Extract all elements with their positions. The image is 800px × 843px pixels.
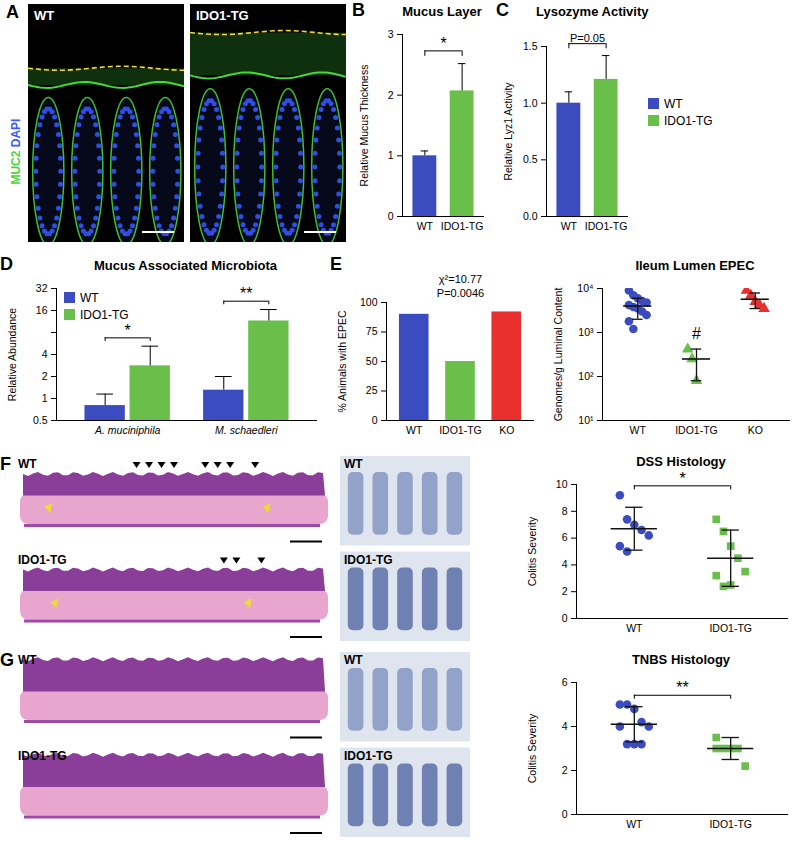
svg-text:6: 6 (562, 531, 568, 543)
svg-text:WT: WT (626, 818, 643, 830)
svg-text:32: 32 (36, 282, 48, 294)
svg-text:Colitis Severity: Colitis Severity (526, 516, 538, 586)
svg-text:3: 3 (388, 28, 394, 40)
svg-text:IDO1-TG: IDO1-TG (439, 424, 482, 436)
html-text:F: F (0, 454, 11, 474)
svg-text:0.0: 0.0 (523, 210, 538, 222)
svg-text:P=0.05: P=0.05 (570, 32, 605, 44)
svg-text:1: 1 (388, 149, 394, 161)
svg-text:50: 50 (366, 355, 378, 367)
svg-text:1.0: 1.0 (523, 97, 538, 109)
svg-text:8: 8 (562, 505, 568, 517)
html-text:G: G (0, 650, 14, 670)
svg-text:WT: WT (18, 457, 37, 471)
svg-text:*: * (440, 35, 446, 52)
svg-text:10⁴: 10⁴ (577, 282, 593, 294)
html-text:B: B (352, 0, 365, 20)
svg-text:IDO1-TG: IDO1-TG (441, 220, 484, 232)
svg-text:**: ** (240, 285, 252, 302)
svg-text:% Animals with EPEC: % Animals with EPEC (336, 310, 348, 413)
html-text:WT: WT (664, 97, 683, 111)
svg-text:Colitis Severity: Colitis Severity (526, 713, 538, 783)
svg-text:*: * (679, 470, 685, 487)
svg-text:χ²=10.77: χ²=10.77 (439, 273, 482, 285)
svg-text:P=0.0046: P=0.0046 (437, 287, 484, 299)
svg-text:IDO1-TG: IDO1-TG (18, 749, 67, 763)
svg-text:75: 75 (366, 325, 378, 337)
svg-text:Relative Mucus Thickness: Relative Mucus Thickness (358, 65, 370, 187)
svg-text:100: 100 (360, 296, 378, 308)
svg-text:10²: 10² (578, 370, 594, 382)
svg-text:0: 0 (562, 612, 568, 624)
html-text:E: E (330, 254, 342, 274)
svg-text:KO: KO (748, 424, 763, 436)
svg-text:IDO1-TG: IDO1-TG (18, 553, 67, 567)
svg-text:IDO1-TG: IDO1-TG (344, 553, 393, 567)
html-text:A: A (6, 2, 19, 22)
svg-text:IDO1-TG: IDO1-TG (585, 220, 628, 232)
svg-text:6: 6 (562, 676, 568, 688)
html-text:Mucus Associated Microbiota: Mucus Associated Microbiota (94, 258, 277, 273)
svg-text:#: # (692, 325, 701, 342)
html-text:DSS Histology: DSS Histology (636, 454, 726, 469)
svg-text:WT: WT (417, 220, 434, 232)
svg-text:M. schaedleri: M. schaedleri (215, 424, 278, 436)
svg-text:Genomes/g Luminal Content: Genomes/g Luminal Content (552, 288, 564, 422)
svg-text:IDO1-TG: IDO1-TG (675, 424, 718, 436)
svg-text:Relative Lyz1 Activity: Relative Lyz1 Activity (502, 82, 514, 181)
svg-text:4: 4 (42, 348, 48, 360)
svg-text:2: 2 (562, 585, 568, 597)
svg-text:10³: 10³ (578, 326, 594, 338)
html-text:TNBS Histology: TNBS Histology (631, 652, 731, 667)
svg-text:IDO1-TG: IDO1-TG (344, 749, 393, 763)
svg-text:2: 2 (42, 370, 48, 382)
svg-text:16: 16 (36, 304, 48, 316)
svg-text:2: 2 (562, 764, 568, 776)
svg-text:KO: KO (499, 424, 514, 436)
svg-text:0: 0 (372, 414, 378, 426)
svg-text:WT: WT (344, 653, 363, 667)
svg-text:25: 25 (366, 384, 378, 396)
svg-text:0: 0 (562, 808, 568, 820)
svg-text:4: 4 (562, 558, 568, 570)
svg-text:WT: WT (626, 622, 643, 634)
svg-text:0.5: 0.5 (523, 153, 538, 165)
svg-text:A. muciniphila: A. muciniphila (94, 424, 161, 436)
html-text:WT: WT (80, 291, 99, 305)
svg-text:10¹: 10¹ (578, 414, 594, 426)
svg-text:WT: WT (18, 653, 37, 667)
svg-text:**: ** (676, 679, 688, 696)
html-text:Mucus Layer: Mucus Layer (402, 4, 482, 19)
svg-text:10: 10 (556, 478, 568, 490)
svg-text:4: 4 (562, 720, 568, 732)
html-text:IDO1-TG: IDO1-TG (664, 114, 713, 128)
html-text:D: D (0, 254, 13, 274)
svg-text:0.5: 0.5 (33, 414, 48, 426)
html-text:Lysozyme Activity: Lysozyme Activity (536, 4, 649, 19)
svg-text:*: * (125, 322, 131, 339)
svg-text:Relative Abundance: Relative Abundance (6, 308, 18, 402)
svg-text:MUC2 DAPI: MUC2 DAPI (9, 119, 23, 185)
svg-text:IDO1-TG: IDO1-TG (709, 622, 752, 634)
svg-text:IDO1-TG: IDO1-TG (196, 8, 249, 23)
svg-text:WT: WT (344, 457, 363, 471)
svg-text:WT: WT (34, 8, 54, 23)
html-text:IDO1-TG: IDO1-TG (80, 308, 129, 322)
svg-text:2: 2 (388, 89, 394, 101)
svg-text:WT: WT (561, 220, 578, 232)
html-text:C: C (496, 0, 509, 20)
svg-text:0: 0 (388, 210, 394, 222)
svg-text:WT: WT (630, 424, 647, 436)
svg-text:1.5: 1.5 (523, 40, 538, 52)
html-text:Ileum Lumen EPEC: Ileum Lumen EPEC (635, 258, 755, 273)
svg-text:WT: WT (406, 424, 423, 436)
svg-text:1: 1 (42, 392, 48, 404)
svg-text:IDO1-TG: IDO1-TG (709, 818, 752, 830)
